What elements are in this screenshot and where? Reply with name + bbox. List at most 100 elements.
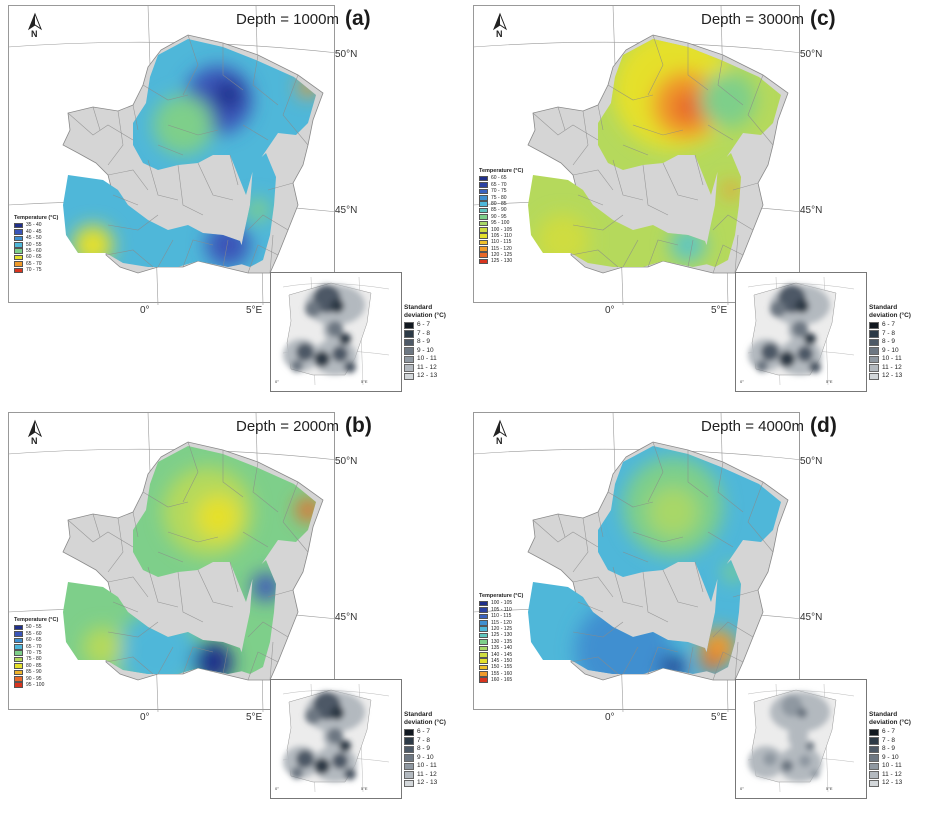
france-map [7, 411, 339, 713]
legend-label: 120 - 125 [491, 625, 513, 632]
sd-legend-swatch [869, 364, 879, 372]
sd-legend-title: Standard deviation (°C) [869, 304, 911, 319]
depth-label: Depth = 3000m [701, 11, 804, 28]
legend-label: 85 - 90 [26, 669, 42, 676]
department-borders [532, 34, 774, 274]
legend-item: 105 - 110 [479, 233, 523, 239]
legend-item: 65 - 70 [14, 644, 58, 650]
sd-legend-item: 6 - 7 [869, 321, 911, 330]
legend-item: 60 - 65 [14, 637, 58, 643]
legend-swatch [479, 220, 488, 227]
legend-label: 115 - 120 [491, 245, 512, 252]
legend-swatch [14, 637, 23, 644]
temperature-legend: Temperature (°C) 100 - 105 105 - 110 110 - … [479, 593, 523, 683]
legend-swatch [479, 188, 488, 195]
legend-item: 100 - 105 [479, 227, 523, 233]
legend-label: 110 - 115 [491, 239, 512, 246]
legend-swatch [479, 632, 488, 639]
legend-label: 100 - 105 [491, 600, 513, 607]
sd-legend-item: 6 - 7 [404, 321, 446, 330]
sd-legend-item: 6 - 7 [869, 728, 911, 737]
legend-swatch [479, 239, 488, 246]
legend-label: 110 - 115 [491, 613, 512, 620]
sd-legend-item: 12 - 13 [404, 779, 446, 788]
sd-legend-label: 6 - 7 [882, 321, 896, 328]
france-map [7, 4, 339, 306]
sd-legend-label: 12 - 13 [417, 779, 438, 786]
svg-text:5°E: 5°E [826, 786, 833, 791]
lat-label-45n: 45°N [335, 612, 358, 623]
legend-swatch [14, 675, 23, 682]
lon-label-5e: 5°E [711, 305, 728, 316]
legend-swatch [14, 222, 23, 229]
svg-text:0°: 0° [275, 786, 279, 791]
legend-swatch [479, 207, 488, 214]
sd-legend-item: 10 - 11 [404, 355, 446, 364]
legend-label: 70 - 75 [491, 188, 507, 195]
legend-item: 130 - 135 [479, 639, 523, 645]
sd-legend-label: 7 - 8 [882, 329, 896, 337]
north-label: N [31, 436, 38, 446]
legend-swatch [14, 267, 23, 274]
std-deviation-inset: 0° 5°E [270, 272, 402, 392]
legend-label: 150 - 155 [491, 664, 513, 671]
lat-label-50n: 50°N [335, 456, 358, 467]
sd-legend-item: 10 - 11 [869, 355, 911, 364]
legend-label: 105 - 110 [491, 606, 512, 613]
legend-label: 75 - 80 [26, 656, 42, 663]
lat-label-45n: 45°N [800, 612, 823, 623]
sd-legend-label: 9 - 10 [882, 753, 899, 761]
legend-label: 75 - 80 [491, 194, 507, 201]
sd-legend-swatch [404, 347, 414, 355]
lon-label-0: 0° [605, 712, 615, 723]
legend-swatch [14, 241, 23, 248]
legend-label: 70 - 75 [26, 649, 42, 656]
legend-label: 135 - 140 [491, 645, 513, 652]
legend-title: Temperature (°C) [14, 215, 59, 221]
map-panel-d: N Depth = 4000m (d) 50°N 45°N 0° 5°E Temperatur… [463, 407, 925, 813]
std-deviation-inset: 0° 5°E [735, 272, 867, 392]
sd-legend-item: 11 - 12 [869, 364, 911, 373]
legend-item: 50 - 55 [14, 242, 58, 248]
legend-swatch [479, 233, 488, 239]
sd-legend-label: 7 - 8 [417, 736, 431, 744]
sd-legend-item: 10 - 11 [869, 762, 911, 771]
legend-label: 120 - 125 [491, 252, 513, 259]
sd-legend-item: 9 - 10 [404, 754, 446, 763]
sd-legend-swatch [869, 372, 879, 380]
sd-legend-item: 8 - 9 [404, 338, 446, 347]
legend-label: 155 - 160 [491, 670, 513, 677]
france-map [472, 411, 804, 713]
sd-legend-label: 11 - 12 [417, 770, 437, 778]
sd-legend-item: 6 - 7 [404, 728, 446, 737]
sd-legend-label: 6 - 7 [417, 728, 431, 735]
north-label: N [496, 29, 503, 39]
sd-legend-label: 10 - 11 [417, 762, 437, 769]
legend-swatch [479, 671, 488, 677]
legend-swatch [479, 600, 488, 607]
legend-item: 90 - 95 [479, 214, 523, 220]
sd-legend-swatch [869, 330, 879, 338]
france-map [472, 4, 804, 306]
legend-label: 70 - 75 [26, 267, 42, 274]
sd-legend-swatch [869, 737, 879, 745]
sd-legend-label: 10 - 11 [882, 762, 902, 769]
legend-item: 110 - 115 [479, 239, 523, 245]
legend-label: 45 - 50 [26, 235, 42, 242]
svg-text:0°: 0° [740, 379, 744, 384]
sd-legend-item: 11 - 12 [869, 771, 911, 780]
std-deviation-map: 0° 5°E [740, 276, 855, 386]
legend-swatch [479, 258, 488, 265]
legend-swatch [479, 201, 488, 207]
panel-tag: (c) [810, 7, 836, 30]
legend-swatch [14, 650, 23, 656]
legend-swatch [479, 607, 488, 613]
legend-swatch [479, 619, 488, 626]
sd-legend-swatch [869, 321, 879, 329]
sd-legend-item: 9 - 10 [404, 347, 446, 356]
depth-label: Depth = 1000m [236, 11, 339, 28]
legend-label: 130 - 135 [491, 638, 513, 645]
sd-legend-label: 11 - 12 [882, 363, 902, 371]
legend-label: 50 - 55 [26, 241, 42, 248]
